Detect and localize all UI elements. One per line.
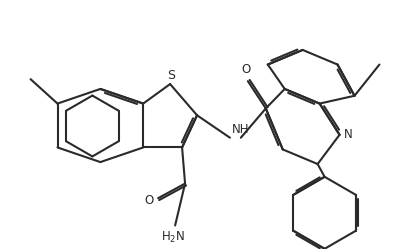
Text: O: O [144,194,153,207]
Text: S: S [167,69,175,82]
Text: N: N [344,128,353,141]
Text: O: O [241,64,251,76]
Text: NH: NH [232,123,249,136]
Text: H$_2$N: H$_2$N [161,230,185,245]
